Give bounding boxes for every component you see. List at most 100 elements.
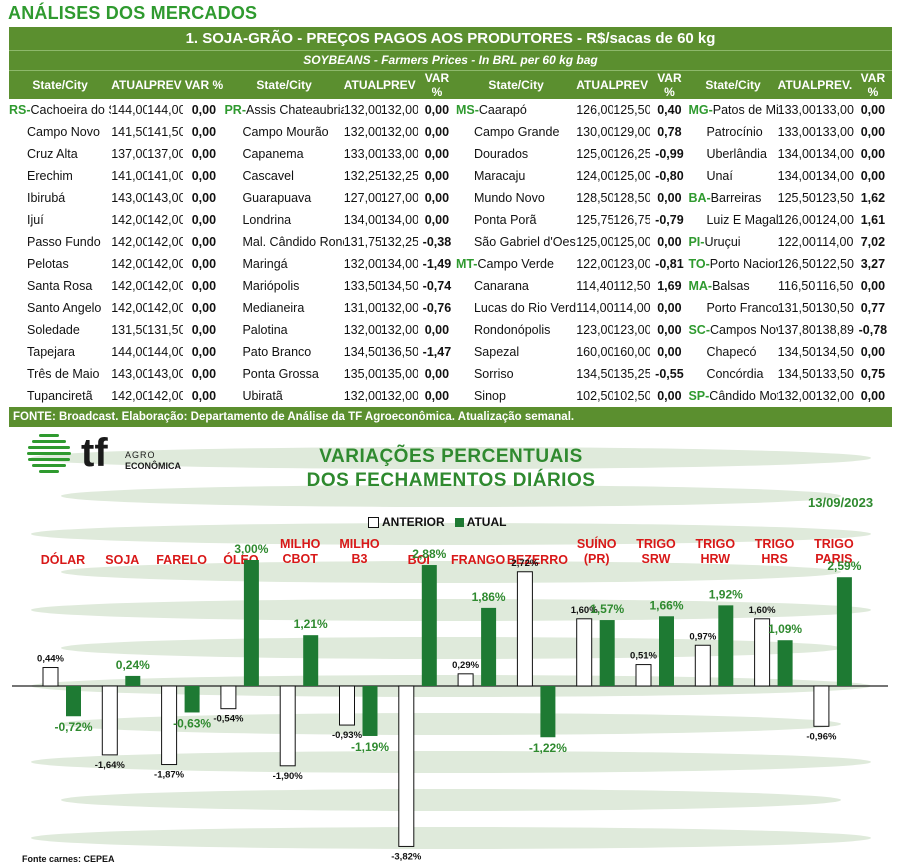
bar-atual <box>718 605 734 686</box>
bar-atual <box>362 686 378 736</box>
price-atual: 137,80 <box>777 319 816 341</box>
price-prev: 160,00 <box>613 341 651 363</box>
category-label: HRW <box>700 552 730 566</box>
price-prev: 122,50 <box>815 253 854 275</box>
legend-anterior-swatch <box>368 517 379 529</box>
table-row: Ibirubá 143,00 143,00 0,00 Guarapuava 127,00 1… <box>9 187 892 209</box>
price-atual: 131,75 <box>343 231 381 253</box>
header-b0-0: State/City <box>9 70 112 99</box>
price-var: -1,49 <box>417 253 456 275</box>
price-var: -0,38 <box>417 231 456 253</box>
price-var: 0,00 <box>183 187 225 209</box>
city-cell: MA-Balsas <box>688 275 778 297</box>
price-atual: 126,00 <box>576 99 614 121</box>
price-prev: 126,25 <box>613 143 651 165</box>
price-var: -0,76 <box>417 297 456 319</box>
price-atual: 116,50 <box>777 275 816 297</box>
category-label: FARELO <box>156 553 207 567</box>
city-cell: Capanema <box>224 143 344 165</box>
state-code: SP- <box>688 389 710 403</box>
city-name: Soledade <box>27 323 80 337</box>
state-code: BA- <box>688 191 711 205</box>
price-atual: 134,50 <box>777 363 816 385</box>
background-stripe <box>31 447 871 469</box>
price-atual: 144,00 <box>111 99 148 121</box>
bar-atual <box>303 635 319 686</box>
price-prev: 136,50 <box>380 341 418 363</box>
label-atual: 1,21% <box>294 617 328 631</box>
category-label: SOJA <box>105 553 139 567</box>
price-prev: 141,00 <box>147 165 184 187</box>
bar-atual <box>421 565 437 686</box>
price-var: -0,81 <box>650 253 689 275</box>
label-atual: -0,63% <box>173 716 211 730</box>
city-cell: Mal. Cândido Rondon <box>224 231 344 253</box>
city-name: Ubiratã <box>242 389 283 403</box>
price-atual: 131,50 <box>777 297 816 319</box>
price-var: 0,00 <box>650 231 689 253</box>
price-atual: 126,00 <box>777 209 816 231</box>
price-var: 0,00 <box>853 275 892 297</box>
city-cell: Chapecó <box>688 341 778 363</box>
city-name: Pato Branco <box>242 345 312 359</box>
city-name: Três de Maio <box>27 367 100 381</box>
city-name: Mundo Novo <box>473 191 545 205</box>
legend-atual-label: ATUAL <box>466 515 507 529</box>
label-atual: 1,86% <box>472 590 506 604</box>
price-atual: 133,50 <box>343 275 381 297</box>
price-var: 0,00 <box>183 275 225 297</box>
city-cell: Sinop <box>455 385 577 407</box>
price-prev: 137,00 <box>147 143 184 165</box>
header-b2-0: State/City <box>455 70 577 99</box>
city-cell: Campo Novo <box>9 121 112 143</box>
price-prev: 142,00 <box>147 385 184 407</box>
price-prev: 134,00 <box>815 165 854 187</box>
bar-anterior <box>220 685 237 710</box>
state-code: MT- <box>455 257 478 271</box>
header-b0-1: ATUAL <box>111 70 151 99</box>
price-var: 0,00 <box>853 385 892 407</box>
city-name: Concórdia <box>706 367 764 381</box>
price-prev: 135,25 <box>613 363 651 385</box>
price-atual: 142,00 <box>111 275 148 297</box>
city-name: Balsas <box>712 279 750 293</box>
header-b2-2: PREV <box>613 70 651 99</box>
bar-anterior <box>516 571 533 687</box>
bar-atual <box>125 675 141 686</box>
price-atual: 133,00 <box>777 99 816 121</box>
chart-date: 13/09/2023 <box>808 495 874 510</box>
price-var: 0,00 <box>183 209 225 231</box>
price-prev: 130,50 <box>815 297 854 319</box>
price-atual: 132,00 <box>343 385 381 407</box>
price-atual: 133,00 <box>343 143 381 165</box>
city-name: Cândido Mota <box>709 389 777 403</box>
bar-anterior <box>339 685 355 726</box>
category-label: TRIGO <box>814 537 854 551</box>
price-var: 0,00 <box>183 341 225 363</box>
city-name: Erechim <box>27 169 73 183</box>
category-label: HRS <box>761 552 787 566</box>
header-b3-1: ATUAL <box>777 70 817 99</box>
price-atual: 132,25 <box>343 165 381 187</box>
price-prev: 133,00 <box>815 121 854 143</box>
price-var: 0,00 <box>183 319 225 341</box>
price-prev: 125,00 <box>613 231 651 253</box>
header-row: State/City ATUAL PREV VAR % State/City ATUAL P… <box>9 70 892 99</box>
label-anterior: -3,82% <box>391 851 422 862</box>
price-atual: 114,00 <box>576 297 614 319</box>
price-var: 0,00 <box>417 99 456 121</box>
price-var: -0,99 <box>650 143 689 165</box>
label-atual: -0,72% <box>54 720 92 734</box>
price-atual: 125,50 <box>777 187 816 209</box>
bar-anterior <box>635 664 652 687</box>
price-atual: 142,00 <box>111 209 148 231</box>
price-var: 0,00 <box>650 297 689 319</box>
state-code: SC- <box>688 323 710 337</box>
label-anterior: -1,90% <box>273 771 304 782</box>
price-var: 0,00 <box>853 99 892 121</box>
price-var: 0,00 <box>417 385 456 407</box>
price-atual: 141,00 <box>111 165 148 187</box>
price-prev: 132,00 <box>380 121 418 143</box>
table-title: 1. SOJA-GRÃO - PREÇOS PAGOS AOS PRODUTOR… <box>9 27 892 50</box>
price-var: 0,77 <box>853 297 892 319</box>
